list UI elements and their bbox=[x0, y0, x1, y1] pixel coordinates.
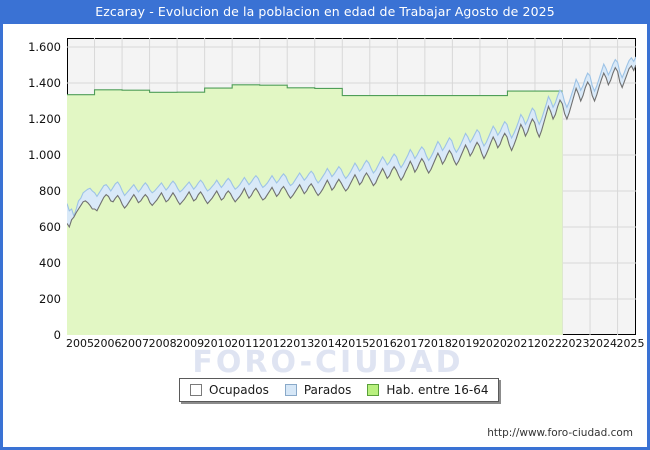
x-axis-tick-label: 2007 bbox=[121, 337, 150, 350]
y-axis-labels: 0 200 400 600 800 1.000 1.200 1.400 1.600 bbox=[3, 38, 61, 342]
x-axis-tick-label: 2011 bbox=[231, 337, 260, 350]
legend-item-hab[interactable]: Hab. entre 16-64 bbox=[367, 383, 488, 397]
y-axis-tick-label: 1.200 bbox=[28, 112, 61, 126]
x-axis-tick-label: 2017 bbox=[396, 337, 425, 350]
x-axis-tick-label: 2012 bbox=[258, 337, 287, 350]
series-hab-area bbox=[67, 84, 563, 335]
window-title: Ezcaray - Evolucion de la poblacion en e… bbox=[0, 0, 650, 24]
y-axis-tick-label: 400 bbox=[39, 256, 61, 270]
x-axis-tick-label: 2010 bbox=[203, 337, 232, 350]
x-axis-tick-label: 2020 bbox=[478, 337, 507, 350]
x-axis-tick-label: 2015 bbox=[341, 337, 370, 350]
y-axis-tick-label: 1.000 bbox=[28, 148, 61, 162]
x-axis-labels: 2005 2006 2007 2008 2009 2010 2011 2012 2013 2014… bbox=[66, 337, 645, 355]
x-axis-tick-label: 2018 bbox=[423, 337, 452, 350]
x-axis-tick-label: 2005 bbox=[66, 337, 94, 350]
x-axis-tick-label: 2009 bbox=[176, 337, 205, 350]
x-axis-tick-label: 2025 bbox=[616, 337, 645, 350]
chart-legend: Ocupados Parados Hab. entre 16-64 bbox=[179, 378, 500, 402]
y-axis-tick-label: 1.400 bbox=[28, 76, 61, 90]
y-axis-tick-label: 800 bbox=[39, 184, 61, 198]
x-axis-tick-label: 2013 bbox=[286, 337, 315, 350]
y-axis-tick-label: 600 bbox=[39, 220, 61, 234]
x-axis-tick-label: 2019 bbox=[451, 337, 480, 350]
legend-label-parados: Parados bbox=[303, 383, 352, 397]
legend-item-ocupados[interactable]: Ocupados bbox=[190, 383, 269, 397]
x-axis-tick-label: 2016 bbox=[368, 337, 397, 350]
legend-label-ocupados: Ocupados bbox=[209, 383, 269, 397]
y-axis-tick-label: 1.600 bbox=[28, 40, 61, 54]
legend-item-parados[interactable]: Parados bbox=[284, 383, 352, 397]
chart-svg bbox=[67, 38, 636, 335]
x-axis-tick-label: 2022 bbox=[533, 337, 562, 350]
legend-swatch-icon bbox=[367, 384, 380, 396]
legend-label-hab: Hab. entre 16-64 bbox=[386, 383, 489, 397]
x-axis-tick-label: 2021 bbox=[506, 337, 535, 350]
y-axis-tick-label: 0 bbox=[53, 328, 61, 342]
legend-swatch-icon bbox=[190, 384, 202, 396]
y-axis-tick-label: 200 bbox=[39, 292, 61, 306]
series-parados-area bbox=[67, 56, 636, 228]
x-axis-tick-label: 2023 bbox=[561, 337, 590, 350]
x-axis-tick-label: 2014 bbox=[313, 337, 342, 350]
plot-area bbox=[67, 38, 636, 335]
legend-swatch-icon bbox=[284, 384, 297, 396]
source-url: http://www.foro-ciudad.com bbox=[487, 427, 633, 439]
x-axis-tick-label: 2006 bbox=[93, 337, 122, 350]
x-axis-tick-label: 2008 bbox=[148, 337, 177, 350]
series-ocupados-line bbox=[67, 64, 636, 229]
x-axis-tick-label: 2024 bbox=[589, 337, 618, 350]
